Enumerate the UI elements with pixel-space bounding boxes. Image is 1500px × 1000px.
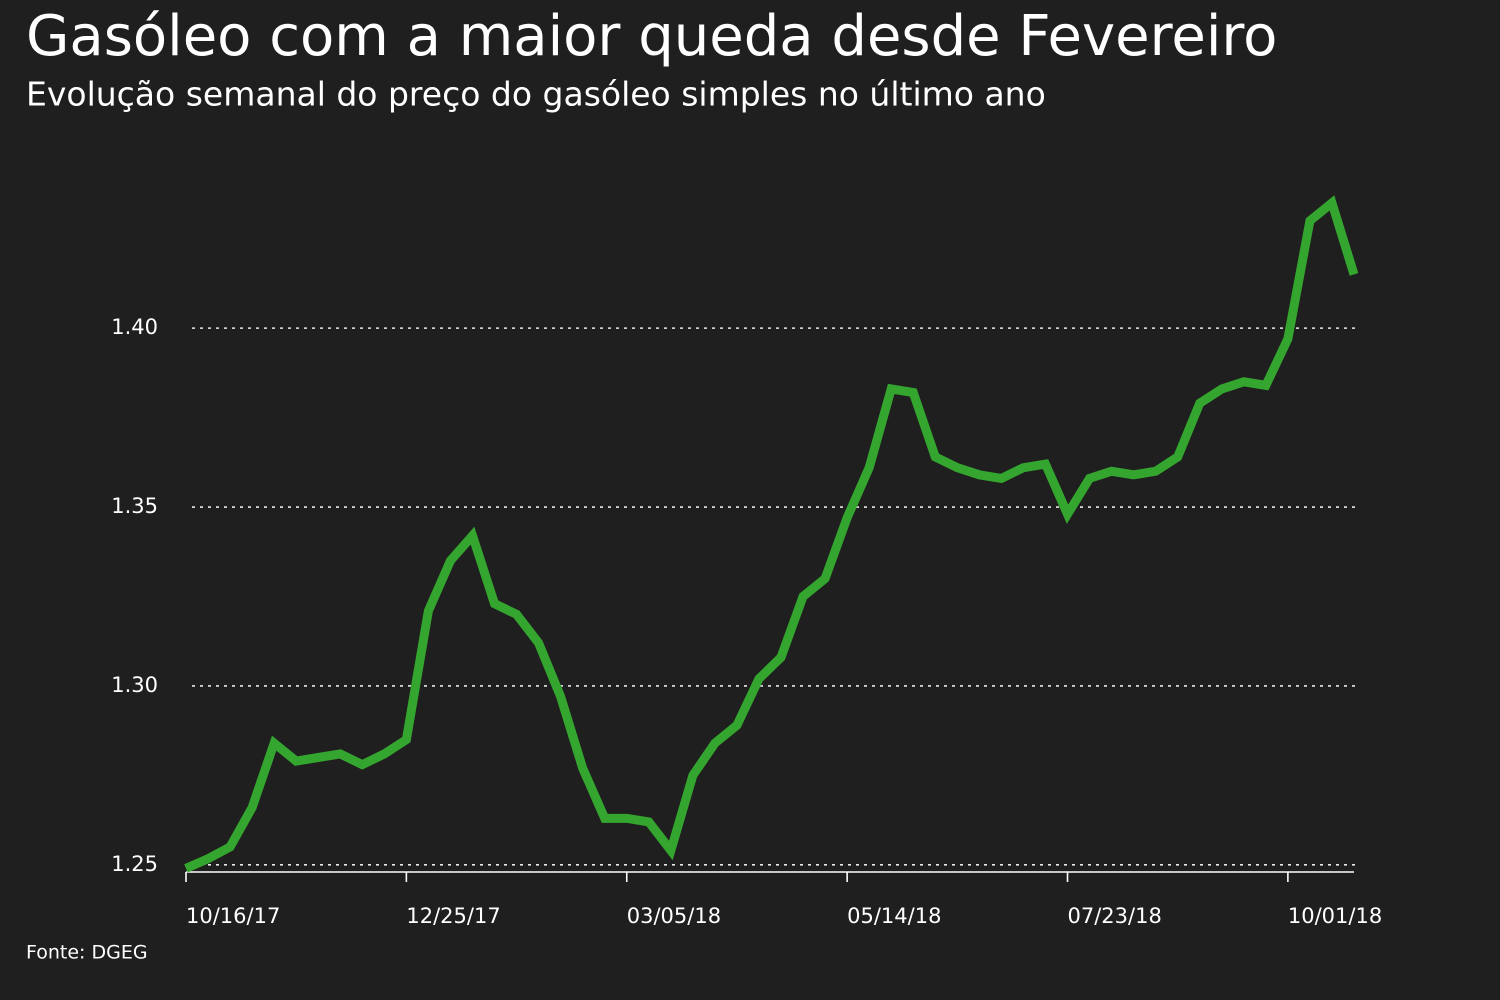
chart-subtitle: Evolução semanal do preço do gasóleo sim…	[26, 75, 1046, 114]
x-tick-label: 10/01/18	[1288, 904, 1382, 928]
x-tick-label: 05/14/18	[847, 904, 941, 928]
x-tick-label: 12/25/17	[406, 904, 500, 928]
y-tick-label: 1.40	[111, 315, 158, 339]
source: Fonte: DGEG	[26, 942, 148, 964]
y-tick-label: 1.25	[111, 852, 158, 876]
y-tick-label: 1.35	[111, 494, 158, 518]
x-tick-label: 10/16/17	[186, 904, 280, 928]
x-tick-label: 03/05/18	[627, 904, 721, 928]
y-tick-label: 1.30	[111, 673, 158, 697]
price-line	[184, 195, 1359, 873]
x-tick-label: 07/23/18	[1068, 904, 1162, 928]
chart-title: Gasóleo com a maior queda desde Fevereir…	[26, 4, 1277, 69]
